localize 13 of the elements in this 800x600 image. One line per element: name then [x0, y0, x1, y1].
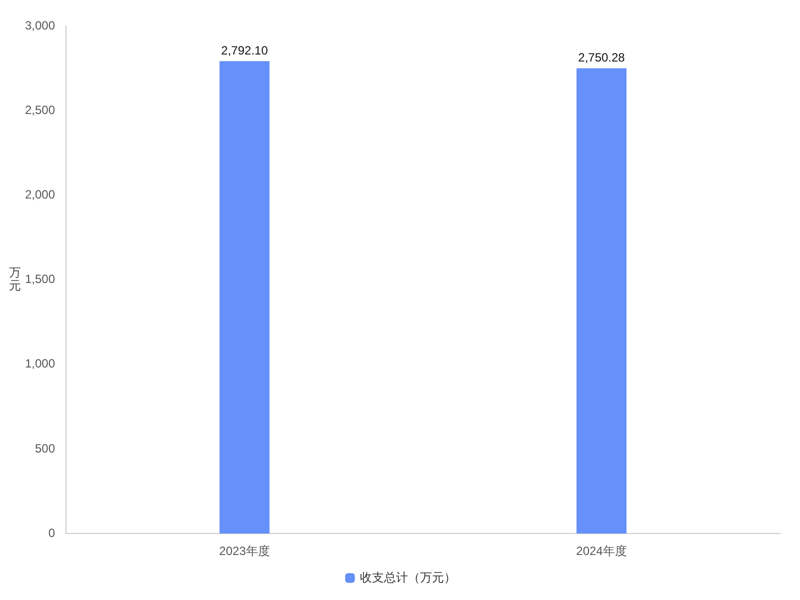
x-tick-label: 2023年度 [219, 544, 270, 558]
y-tick-label: 0 [48, 526, 56, 540]
y-tick-label: 1,500 [25, 272, 56, 286]
y-tick-label: 3,000 [25, 18, 56, 32]
legend-label: 收支总计（万元） [360, 570, 456, 584]
x-tick-label: 2024年度 [576, 544, 627, 558]
y-axis-title: 万元 [9, 266, 21, 293]
y-tick-label: 1,000 [25, 356, 56, 371]
data-label: 2,792.10 [221, 43, 268, 58]
y-tick-label: 500 [35, 441, 56, 456]
data-label: 2,750.28 [578, 50, 626, 65]
y-tick-label: 2,000 [25, 188, 56, 202]
y-tick-label: 2,500 [25, 102, 56, 117]
